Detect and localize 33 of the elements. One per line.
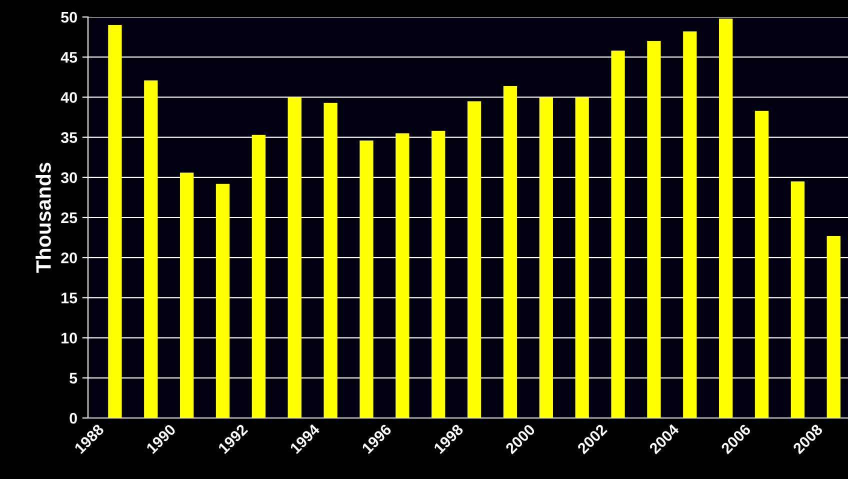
bar [611, 50, 625, 418]
bar [396, 133, 410, 418]
bar [288, 97, 302, 418]
y-tick-label: 50 [61, 12, 77, 23]
y-tick-label: 35 [60, 132, 78, 144]
y-tick-label: 40 [60, 92, 77, 103]
bar [216, 184, 230, 418]
bar [754, 110, 769, 418]
y-tick-label: 45 [60, 52, 78, 63]
y-tick-label: 30 [60, 172, 77, 184]
bar [575, 97, 589, 418]
y-tick-label: 20 [61, 252, 77, 264]
bar [719, 18, 733, 418]
bar [432, 130, 446, 418]
y-tick-label: 0 [70, 412, 77, 424]
bar [108, 25, 122, 418]
bar [539, 97, 553, 418]
bar [324, 102, 338, 418]
bar [144, 80, 158, 418]
bar [252, 134, 266, 418]
bar [647, 41, 661, 418]
y-axis-title: Thousands [36, 162, 51, 273]
bar [503, 86, 518, 418]
y-tick-label: 10 [62, 332, 77, 344]
bar [180, 172, 194, 418]
y-tick-label: 15 [62, 292, 78, 304]
bar [826, 236, 840, 418]
y-tick-label: 25 [61, 212, 78, 224]
bar [467, 101, 482, 418]
bar [790, 181, 805, 418]
y-tick-label: 5 [70, 372, 78, 384]
bar [683, 31, 697, 418]
bar [360, 140, 374, 418]
